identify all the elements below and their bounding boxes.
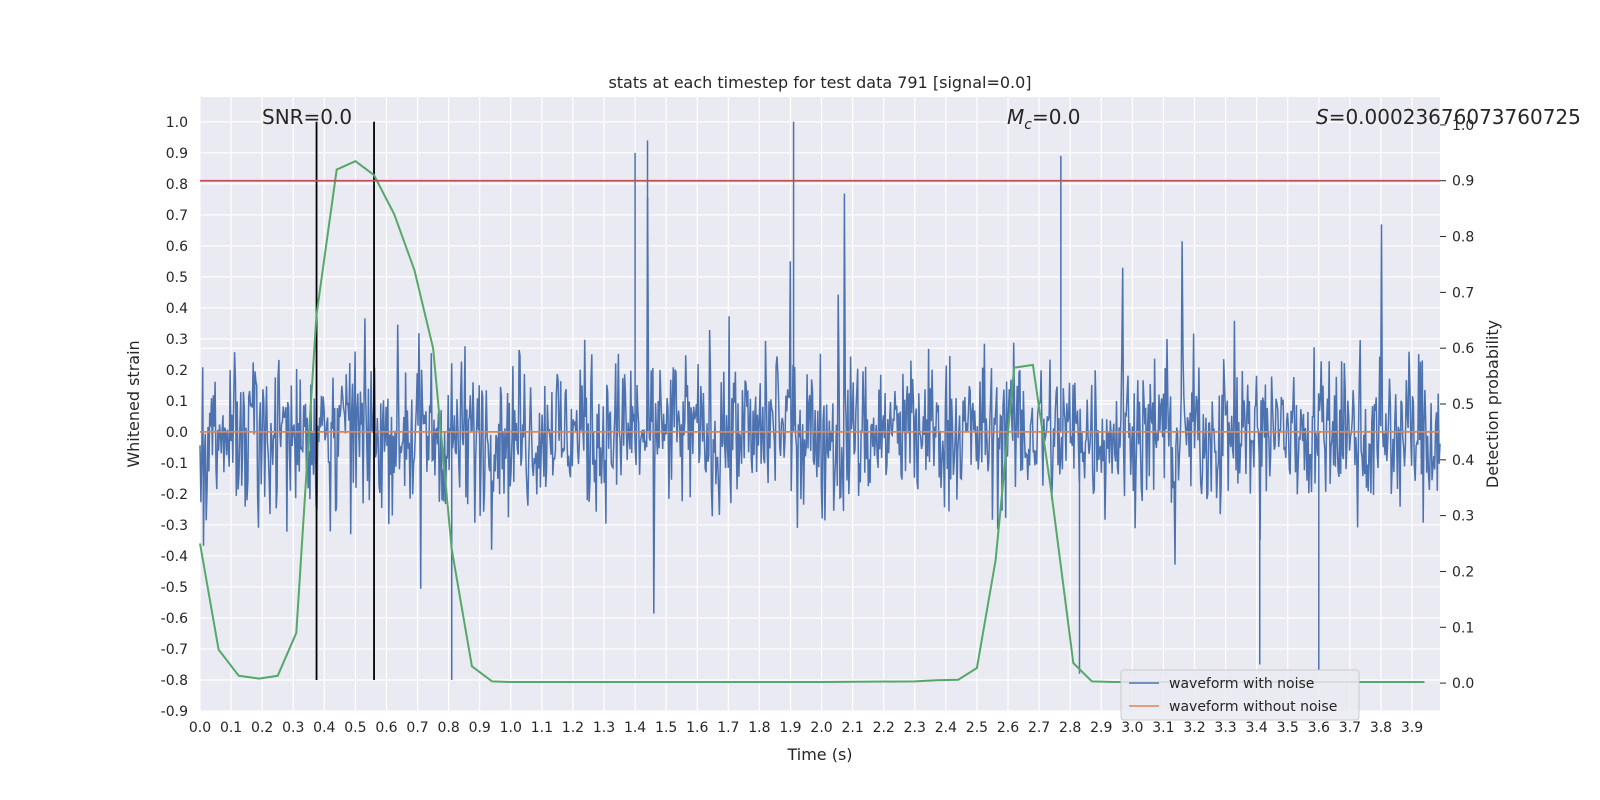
- y-axis-right-ticks: 0.0 0.1 0.2 0.3 0.4 0.5 0.6 0.7 0.8 0.9 1.0: [1440, 118, 1474, 692]
- legend-box: [1120, 669, 1360, 721]
- x-tick-label-24: 2.4: [935, 720, 957, 736]
- x-tick-label-10: 1.0: [500, 720, 522, 736]
- y-right-tick-label-0: 0.0: [1452, 676, 1474, 692]
- x-axis-ticks: 0.0 0.1 0.2 0.3 0.4 0.5 0.6 0.7 0.8 0.9 1.0 1.1 1.2 1…: [189, 720, 1423, 736]
- x-tick-label-30: 3.0: [1121, 720, 1143, 736]
- x-tick-label-26: 2.6: [997, 720, 1019, 736]
- y-left-tick-label-6: -0.3: [161, 518, 188, 534]
- y-right-tick-label-10: 1.0: [1452, 118, 1474, 134]
- x-tick-label-28: 2.8: [1059, 720, 1081, 736]
- x-tick-label-17: 1.7: [717, 720, 739, 736]
- y-left-tick-label-1: -0.8: [161, 673, 188, 689]
- x-tick-label-16: 1.6: [686, 720, 708, 736]
- x-tick-label-15: 1.5: [655, 720, 677, 736]
- y-left-tick-label-15: 0.6: [166, 239, 188, 255]
- x-tick-label-8: 0.8: [437, 720, 459, 736]
- noise-trace: [199, 193, 1441, 614]
- x-tick-label-0: 0.0: [189, 720, 211, 736]
- y-right-tick-label-5: 0.5: [1452, 397, 1474, 413]
- x-tick-label-12: 1.2: [562, 720, 584, 736]
- y-right-tick-label-2: 0.2: [1452, 564, 1474, 580]
- y-left-tick-label-14: 0.5: [166, 270, 188, 286]
- y-right-tick-label-8: 0.8: [1452, 230, 1474, 246]
- chart-title: stats at each timestep for test data 791…: [608, 73, 1031, 92]
- x-axis-label: Time (s): [786, 745, 852, 764]
- chirp-mass-value: =0.0: [1032, 105, 1081, 129]
- x-tick-label-37: 3.7: [1339, 720, 1361, 736]
- x-tick-label-1: 0.1: [220, 720, 242, 736]
- x-tick-label-25: 2.5: [966, 720, 988, 736]
- s-symbol: S: [1316, 105, 1329, 129]
- y-right-tick-label-4: 0.4: [1452, 453, 1474, 469]
- x-tick-label-6: 0.6: [375, 720, 397, 736]
- y-left-tick-label-13: 0.4: [166, 301, 188, 317]
- x-tick-label-31: 3.1: [1152, 720, 1174, 736]
- legend-label-without-noise: waveform without noise: [1169, 699, 1337, 715]
- x-tick-label-19: 1.9: [779, 720, 801, 736]
- y-left-tick-label-11: 0.2: [166, 363, 188, 379]
- series-detection-probability: [199, 160, 1425, 683]
- y-axis-left-ticks: -0.9 -0.8 -0.7 -0.6 -0.5 -0.4 -0.3 -0.2 -0.1 0.0 0…: [161, 115, 188, 720]
- y-axis-left-label: Whitened strain: [124, 340, 143, 467]
- y-left-tick-label-3: -0.6: [161, 611, 188, 627]
- x-tick-label-23: 2.3: [904, 720, 926, 736]
- x-tick-label-13: 1.3: [593, 720, 615, 736]
- y-left-tick-label-19: 1.0: [166, 115, 188, 131]
- y-left-tick-label-18: 0.9: [166, 146, 188, 162]
- x-tick-label-11: 1.1: [531, 720, 553, 736]
- x-tick-label-2: 0.2: [251, 720, 273, 736]
- s-annotation: S=0.00023676073760725: [1316, 105, 1581, 129]
- x-tick-label-39: 3.9: [1401, 720, 1423, 736]
- x-tick-label-33: 3.3: [1214, 720, 1236, 736]
- x-tick-label-4: 0.4: [313, 720, 335, 736]
- y-left-tick-label-8: -0.1: [161, 456, 188, 472]
- detection-window-lines: [315, 121, 375, 680]
- y-right-tick-label-3: 0.3: [1452, 509, 1474, 525]
- y-left-tick-label-17: 0.8: [166, 177, 188, 193]
- snr-annotation: SNR=0.0: [262, 105, 352, 129]
- x-tick-label-5: 0.5: [344, 720, 366, 736]
- x-tick-label-14: 1.4: [624, 720, 646, 736]
- x-tick-label-20: 2.0: [810, 720, 832, 736]
- y-left-tick-label-2: -0.7: [161, 642, 188, 658]
- x-tick-label-34: 3.4: [1246, 720, 1268, 736]
- x-tick-label-35: 3.5: [1277, 720, 1299, 736]
- x-tick-label-27: 2.7: [1028, 720, 1050, 736]
- y-right-tick-label-6: 0.6: [1452, 341, 1474, 357]
- x-tick-label-38: 3.8: [1370, 720, 1392, 736]
- y-left-tick-label-12: 0.3: [166, 332, 188, 348]
- y-right-tick-label-9: 0.9: [1452, 174, 1474, 190]
- y-right-tick-label-1: 0.1: [1452, 620, 1474, 636]
- x-tick-label-22: 2.2: [873, 720, 895, 736]
- y-left-tick-label-7: -0.2: [161, 487, 188, 503]
- y-left-tick-label-0: -0.9: [161, 704, 188, 720]
- y-left-tick-label-4: -0.5: [161, 580, 188, 596]
- y-left-tick-label-5: -0.4: [161, 549, 188, 565]
- x-tick-label-3: 0.3: [282, 720, 304, 736]
- s-value: =0.00023676073760725: [1329, 105, 1581, 129]
- series-waveform-with-noise: [199, 121, 1441, 680]
- y-axis-right-label: Detection probability: [1483, 320, 1502, 488]
- x-tick-label-29: 2.9: [1090, 720, 1112, 736]
- chirp-mass-subscript: c: [1024, 117, 1032, 133]
- x-tick-label-32: 3.2: [1183, 720, 1205, 736]
- x-tick-label-9: 0.9: [469, 720, 491, 736]
- x-tick-label-36: 3.6: [1308, 720, 1330, 736]
- y-left-tick-label-9: 0.0: [166, 425, 188, 441]
- chirp-mass-annotation: Mc=0.0: [1007, 105, 1081, 133]
- x-tick-label-18: 1.8: [748, 720, 770, 736]
- y-right-tick-label-7: 0.7: [1452, 285, 1474, 301]
- probability-trace: [199, 160, 1425, 683]
- x-tick-label-7: 0.7: [406, 720, 428, 736]
- y-left-tick-label-16: 0.7: [166, 208, 188, 224]
- legend: waveform with noise waveform without noi…: [1120, 669, 1360, 721]
- y-left-tick-label-10: 0.1: [166, 394, 188, 410]
- legend-label-with-noise: waveform with noise: [1169, 676, 1314, 692]
- chirp-mass-symbol: M: [1007, 105, 1024, 129]
- x-tick-label-21: 2.1: [841, 720, 863, 736]
